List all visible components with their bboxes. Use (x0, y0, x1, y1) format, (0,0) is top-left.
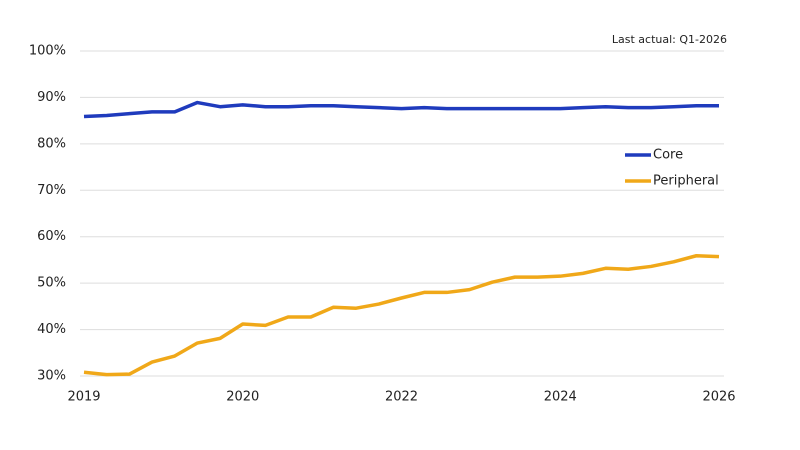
x-tick-label: 2026 (702, 390, 735, 405)
annotation: Last actual: Q1-2026 (612, 33, 727, 46)
series-line (83, 100, 719, 119)
y-tick-label: 90% (37, 90, 66, 105)
y-tick-label: 40% (37, 322, 66, 337)
y-tick-label: 60% (37, 229, 66, 244)
y-tick-label: 80% (37, 136, 66, 151)
x-tick-label: 2019 (67, 390, 100, 405)
x-tick-label: 2024 (544, 390, 577, 405)
y-tick-label: 70% (37, 183, 66, 198)
series-line (83, 254, 720, 377)
legend-label: Core (653, 148, 683, 163)
y-tick-label: 50% (37, 276, 66, 291)
y-tick-label: 100% (29, 44, 66, 59)
y-tick-label: 30% (37, 369, 66, 384)
x-tick-label: 2022 (385, 390, 418, 405)
legend-label: Peripheral (653, 174, 719, 189)
x-tick-label: 2020 (226, 390, 259, 405)
